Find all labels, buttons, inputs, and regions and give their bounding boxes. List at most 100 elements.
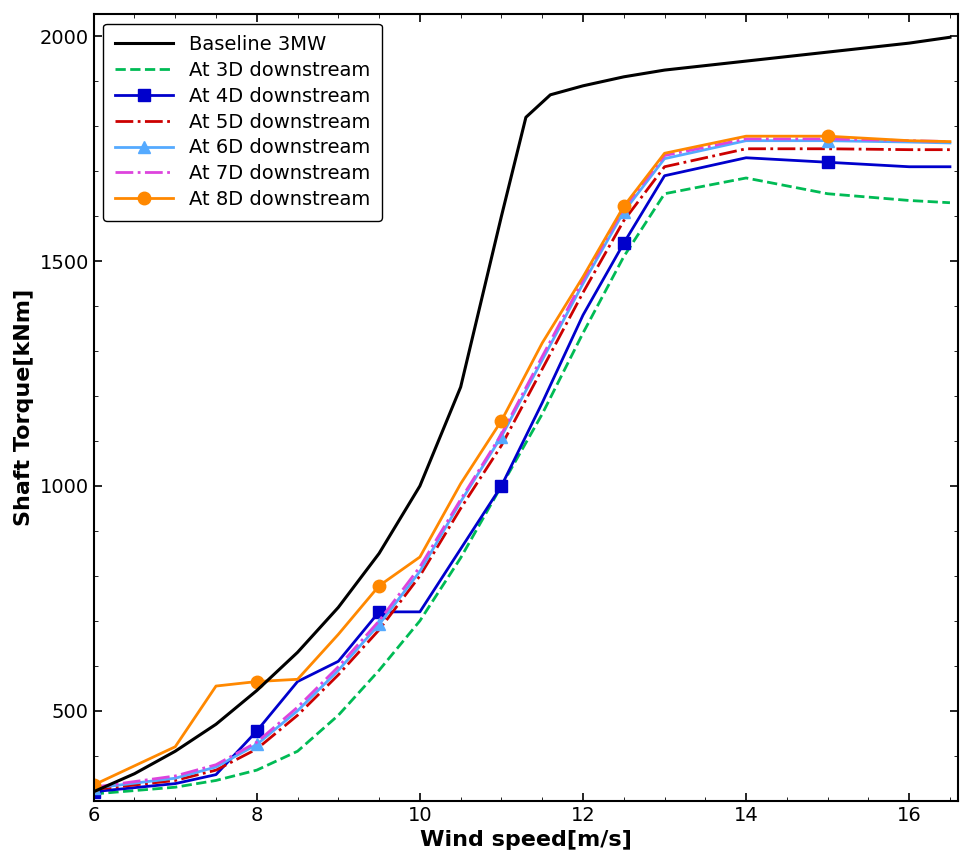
At 4D downstream xyxy=(332,656,344,666)
At 5D downstream xyxy=(210,765,222,775)
At 3D downstream xyxy=(87,789,99,799)
Baseline 3MW xyxy=(741,56,752,67)
At 3D downstream xyxy=(577,328,589,339)
At 6D downstream xyxy=(169,773,181,784)
At 5D downstream xyxy=(741,143,752,154)
At 4D downstream xyxy=(903,162,915,172)
At 3D downstream xyxy=(741,173,752,183)
At 3D downstream xyxy=(210,775,222,785)
At 7D downstream xyxy=(373,616,385,626)
Legend: Baseline 3MW, At 3D downstream, At 4D downstream, At 5D downstream, At 6D downst: Baseline 3MW, At 3D downstream, At 4D do… xyxy=(103,23,382,221)
At 7D downstream xyxy=(741,134,752,144)
At 4D downstream xyxy=(251,726,262,736)
Line: Baseline 3MW: Baseline 3MW xyxy=(93,37,950,791)
X-axis label: Wind speed[m/s]: Wind speed[m/s] xyxy=(420,830,632,850)
Line: At 4D downstream: At 4D downstream xyxy=(88,152,955,797)
Line: At 7D downstream: At 7D downstream xyxy=(93,139,950,787)
At 4D downstream xyxy=(741,153,752,163)
At 6D downstream xyxy=(659,154,671,164)
At 8D downstream xyxy=(537,338,548,348)
At 8D downstream xyxy=(944,137,955,147)
At 4D downstream xyxy=(618,238,630,248)
At 5D downstream xyxy=(87,785,99,795)
Baseline 3MW xyxy=(169,746,181,756)
At 3D downstream xyxy=(332,710,344,721)
At 3D downstream xyxy=(169,782,181,792)
At 6D downstream xyxy=(618,206,630,217)
At 7D downstream xyxy=(944,137,955,147)
Line: At 3D downstream: At 3D downstream xyxy=(93,178,950,794)
At 6D downstream xyxy=(251,740,262,750)
At 7D downstream xyxy=(251,737,262,747)
At 6D downstream xyxy=(455,497,467,507)
Line: At 6D downstream: At 6D downstream xyxy=(88,135,955,794)
At 4D downstream xyxy=(414,607,426,617)
At 4D downstream xyxy=(537,397,548,408)
At 8D downstream xyxy=(496,416,507,426)
Baseline 3MW xyxy=(373,549,385,559)
At 8D downstream xyxy=(292,674,303,684)
Baseline 3MW xyxy=(210,719,222,729)
At 8D downstream xyxy=(414,552,426,562)
At 5D downstream xyxy=(821,143,833,154)
At 4D downstream xyxy=(944,162,955,172)
Line: At 8D downstream: At 8D downstream xyxy=(87,130,956,791)
Baseline 3MW xyxy=(455,382,467,392)
At 5D downstream xyxy=(373,625,385,635)
At 8D downstream xyxy=(577,271,589,282)
At 5D downstream xyxy=(292,710,303,721)
At 5D downstream xyxy=(169,775,181,785)
At 4D downstream xyxy=(87,786,99,797)
At 6D downstream xyxy=(496,431,507,442)
At 7D downstream xyxy=(537,352,548,362)
Baseline 3MW xyxy=(821,47,833,57)
At 3D downstream xyxy=(903,195,915,206)
At 4D downstream xyxy=(455,543,467,554)
At 8D downstream xyxy=(332,629,344,639)
At 7D downstream xyxy=(414,562,426,572)
At 3D downstream xyxy=(414,616,426,626)
At 8D downstream xyxy=(455,479,467,489)
At 7D downstream xyxy=(169,771,181,781)
At 3D downstream xyxy=(821,188,833,199)
Line: At 5D downstream: At 5D downstream xyxy=(93,149,950,790)
At 6D downstream xyxy=(741,136,752,146)
At 6D downstream xyxy=(537,355,548,365)
At 7D downstream xyxy=(455,494,467,505)
At 5D downstream xyxy=(537,364,548,374)
At 3D downstream xyxy=(373,665,385,676)
At 4D downstream xyxy=(169,778,181,789)
At 5D downstream xyxy=(944,144,955,155)
At 8D downstream xyxy=(741,131,752,142)
At 7D downstream xyxy=(332,662,344,672)
At 6D downstream xyxy=(821,136,833,146)
At 7D downstream xyxy=(903,136,915,146)
At 6D downstream xyxy=(577,278,589,289)
Baseline 3MW xyxy=(944,32,955,42)
At 5D downstream xyxy=(618,215,630,226)
At 3D downstream xyxy=(537,409,548,419)
At 8D downstream xyxy=(169,741,181,752)
At 4D downstream xyxy=(496,480,507,491)
Baseline 3MW xyxy=(577,80,589,91)
At 6D downstream xyxy=(292,706,303,716)
At 3D downstream xyxy=(659,188,671,199)
At 5D downstream xyxy=(332,670,344,680)
At 3D downstream xyxy=(251,765,262,775)
Baseline 3MW xyxy=(251,685,262,696)
At 8D downstream xyxy=(903,136,915,146)
At 6D downstream xyxy=(903,137,915,147)
At 3D downstream xyxy=(292,746,303,756)
At 5D downstream xyxy=(455,503,467,513)
At 6D downstream xyxy=(944,137,955,148)
At 7D downstream xyxy=(618,203,630,213)
At 8D downstream xyxy=(618,201,630,212)
At 4D downstream xyxy=(373,607,385,617)
At 5D downstream xyxy=(659,162,671,172)
At 8D downstream xyxy=(821,131,833,142)
Baseline 3MW xyxy=(618,72,630,82)
At 6D downstream xyxy=(87,783,99,793)
At 5D downstream xyxy=(903,144,915,155)
At 7D downstream xyxy=(659,150,671,161)
At 6D downstream xyxy=(373,619,385,630)
